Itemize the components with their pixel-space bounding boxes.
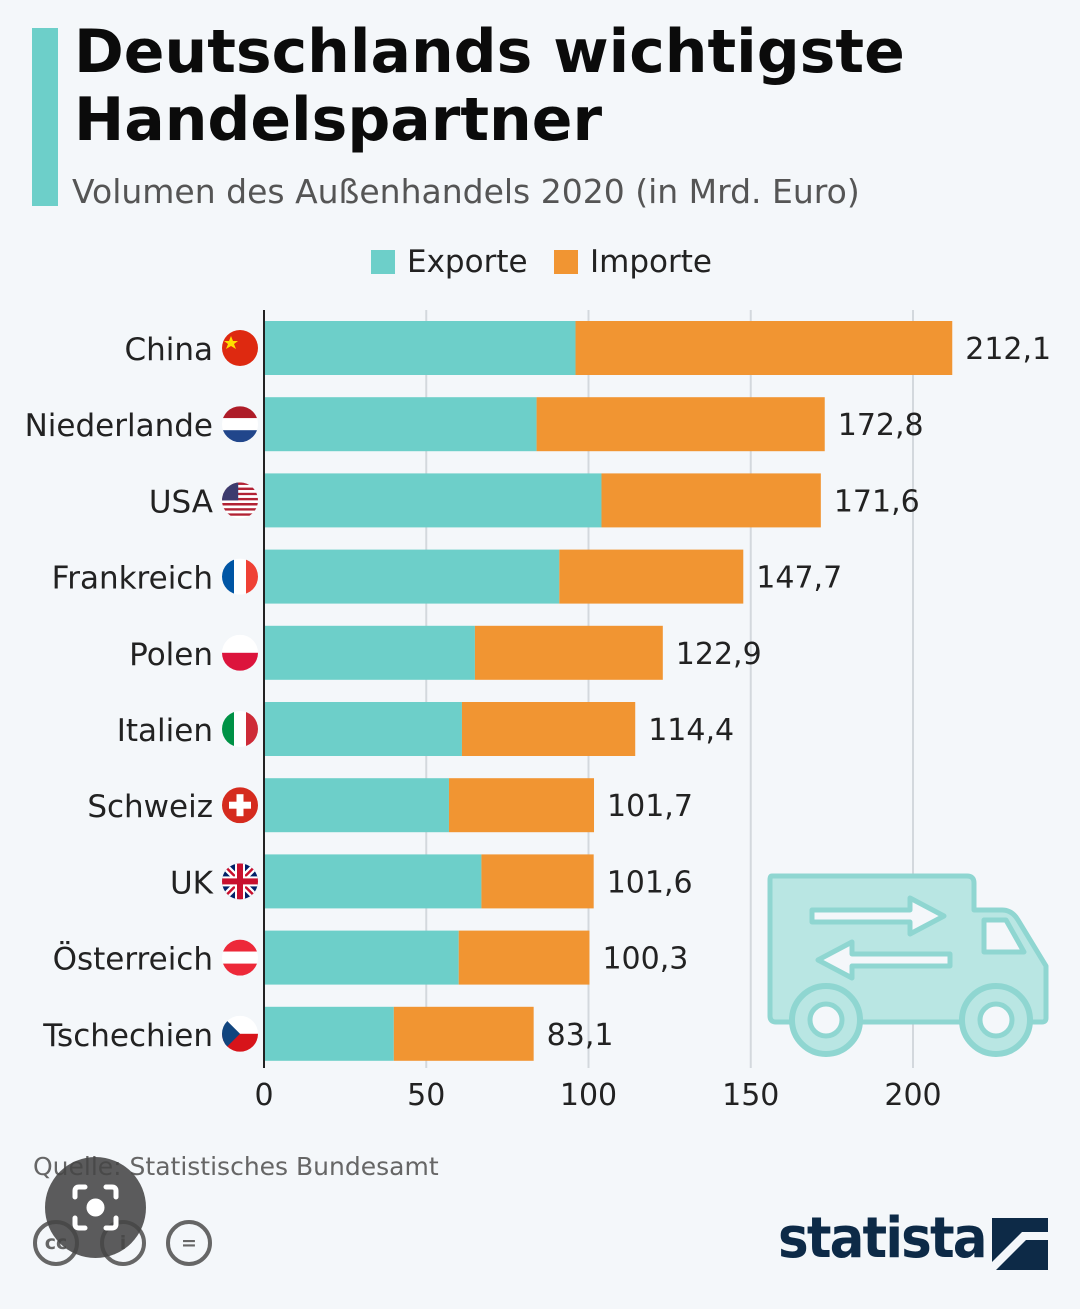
category-label: USA (149, 484, 213, 520)
flag-pl-icon (222, 634, 258, 671)
bar-imports (601, 473, 821, 528)
flag-us-icon (222, 482, 258, 519)
legend-swatch-exports (371, 250, 395, 274)
bar-imports (448, 778, 595, 833)
statista-logo: statista (778, 1206, 988, 1271)
bar-exports (264, 549, 560, 604)
data-label: 212,1 (965, 332, 1051, 367)
category-label: China (124, 332, 213, 368)
x-tick-label: 150 (722, 1078, 779, 1113)
bar-imports (474, 625, 663, 680)
flag-it-icon (222, 711, 258, 747)
flag-fr-icon (222, 558, 258, 595)
bar-exports (264, 930, 459, 985)
bar-exports (264, 1006, 394, 1061)
x-tick-label: 50 (407, 1078, 445, 1113)
statista-logo-mark-icon (992, 1218, 1048, 1270)
data-label: 101,6 (607, 865, 693, 900)
bar-exports (264, 778, 449, 833)
legend-label-exports: Exporte (407, 244, 528, 280)
bar-imports (559, 549, 744, 604)
flag-cz-icon (222, 1015, 258, 1052)
category-label: Frankreich (52, 561, 213, 597)
bar-chart: 0 50 100 150 200 212,1 China 172,8 Niederlande 17… (25, 310, 1051, 1113)
flag-at-icon (222, 939, 258, 976)
flag-cn-icon (222, 330, 258, 366)
truck-icon (767, 873, 1049, 1057)
bar-imports (536, 397, 825, 452)
category-label: Tschechien (42, 1018, 213, 1054)
x-tick-label: 100 (560, 1078, 617, 1113)
legend-item-imports: Importe (554, 244, 712, 280)
legend-item-exports: Exporte (371, 244, 528, 280)
legend-swatch-imports (554, 250, 578, 274)
bar-exports (264, 397, 537, 452)
bar-imports (458, 930, 590, 985)
bar-imports (575, 321, 953, 375)
bar-exports (264, 473, 602, 528)
category-label: Österreich (53, 941, 213, 978)
bar-exports (264, 321, 576, 375)
category-label: Polen (129, 637, 213, 673)
data-label: 83,1 (547, 1018, 614, 1053)
chart-title: Deutschlands wichtigste Handelspartner (74, 17, 905, 155)
category-label: Italien (117, 713, 213, 749)
bar-exports (264, 702, 462, 756)
chart-subtitle: Volumen des Außenhandels 2020 (in Mrd. E… (72, 172, 860, 211)
data-label: 147,7 (756, 561, 842, 596)
equals-license-icon[interactable]: = (166, 1220, 212, 1266)
bar-imports (481, 854, 594, 909)
x-tick-label: 0 (254, 1078, 273, 1113)
flag-nl-icon (222, 406, 258, 443)
legend: Exporte Importe (0, 244, 1080, 288)
bar-exports (264, 625, 475, 680)
flag-uk-icon (222, 863, 258, 900)
x-tick-label: 200 (884, 1078, 941, 1113)
legend-label-imports: Importe (590, 244, 712, 280)
data-label: 100,3 (602, 942, 688, 977)
category-label: Niederlande (25, 408, 213, 444)
data-label: 101,7 (607, 789, 693, 824)
bar-exports (264, 854, 482, 909)
data-label: 171,6 (834, 484, 920, 519)
category-label: UK (170, 865, 214, 901)
flag-ch-icon (222, 787, 258, 824)
data-label: 172,8 (838, 408, 924, 443)
data-label: 122,9 (676, 637, 762, 672)
lens-glyph-icon (72, 1184, 119, 1231)
image-search-icon[interactable] (45, 1157, 146, 1258)
bar-imports (393, 1006, 534, 1061)
data-label: 114,4 (648, 713, 734, 748)
bar-imports (461, 702, 636, 756)
title-accent-bar (32, 28, 58, 206)
category-label: Schweiz (87, 789, 213, 825)
